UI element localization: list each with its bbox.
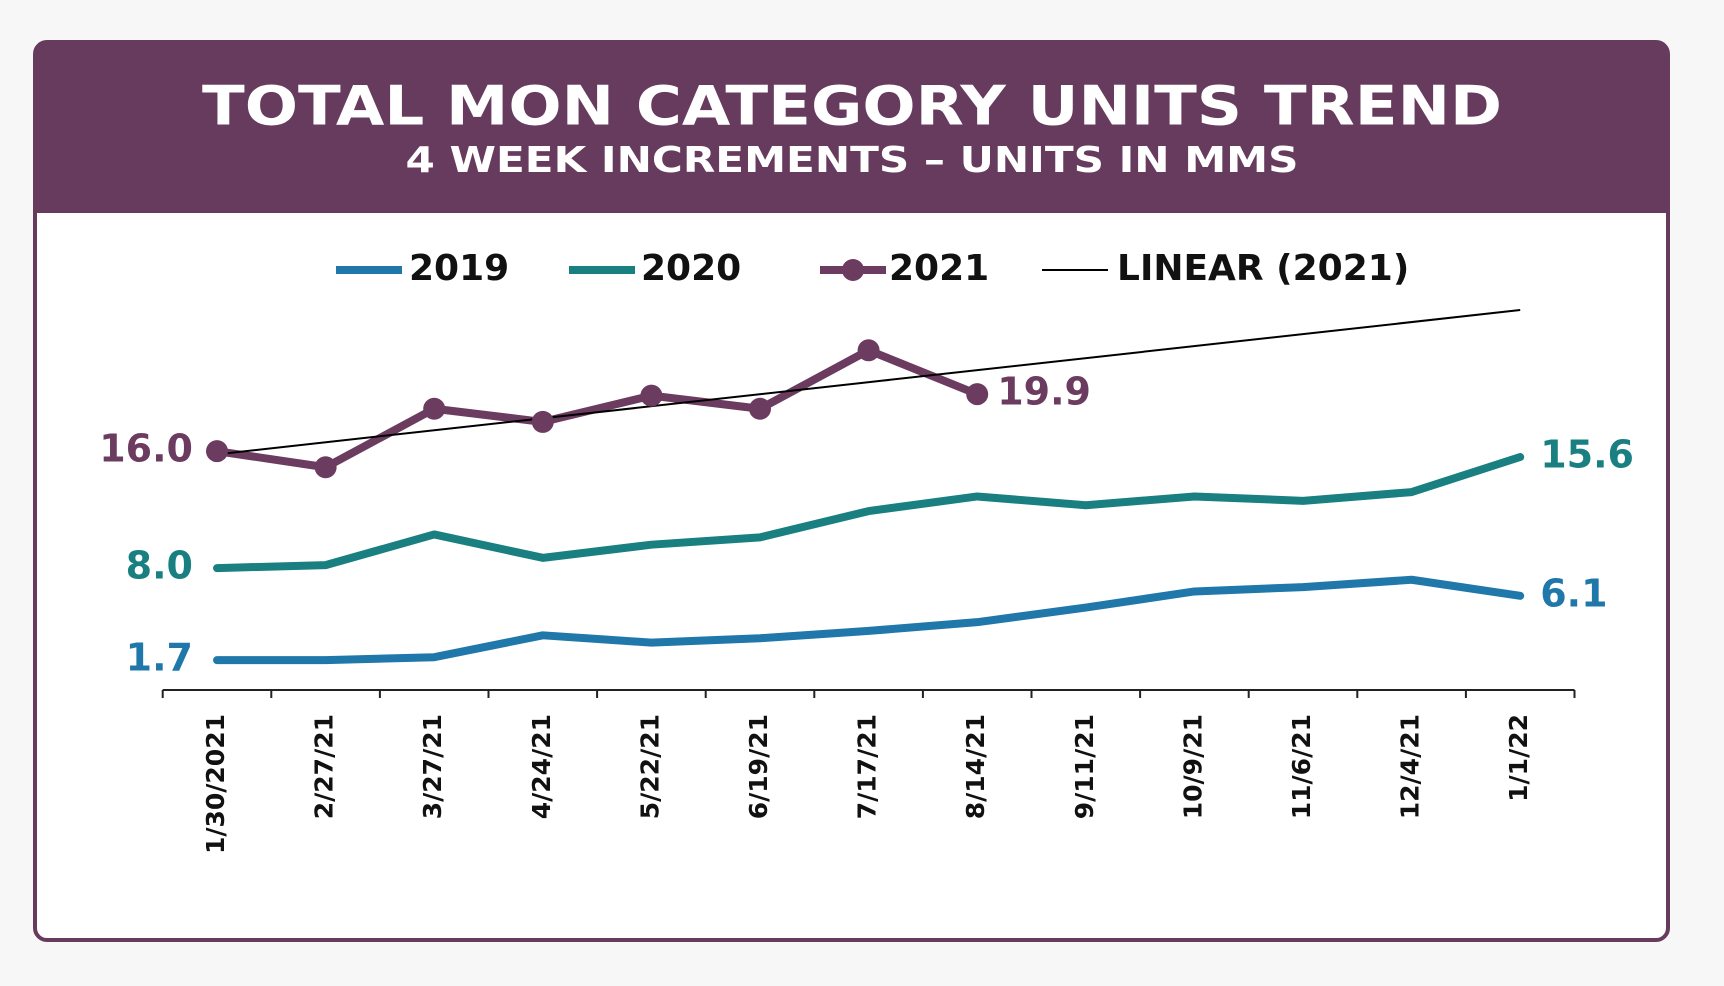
trendline bbox=[216, 309, 1521, 456]
point-marker bbox=[857, 339, 880, 362]
legend-label: LINEAR (2021) bbox=[1117, 248, 1409, 289]
x-tick-label: 1/30/2021 bbox=[201, 714, 230, 854]
data-label: 8.0 bbox=[126, 544, 193, 588]
x-tick-label: 6/19/21 bbox=[744, 714, 773, 819]
legend-label: 2020 bbox=[641, 248, 741, 289]
series-line bbox=[213, 346, 982, 472]
chart-title: TOTAL MON CATEGORY UNITS TREND bbox=[202, 75, 1502, 138]
data-label: 1.7 bbox=[126, 636, 193, 680]
point-marker bbox=[314, 456, 337, 479]
x-tick-label: 5/22/21 bbox=[635, 714, 664, 819]
point-marker bbox=[749, 397, 771, 420]
x-tick-label: 10/9/21 bbox=[1178, 714, 1207, 819]
series-line bbox=[213, 453, 1525, 573]
chart-subtitle: 4 WEEK INCREMENTS – UNITS IN MMS bbox=[406, 140, 1299, 181]
point-marker bbox=[531, 410, 554, 433]
x-tick-label: 3/27/21 bbox=[418, 714, 447, 819]
x-tick-label: 9/11/21 bbox=[1070, 714, 1099, 819]
data-label: 6.1 bbox=[1540, 571, 1607, 615]
point-marker bbox=[966, 383, 989, 406]
point-marker bbox=[423, 397, 446, 420]
x-tick-label: 7/17/21 bbox=[853, 714, 882, 819]
legend-marker bbox=[842, 259, 864, 281]
x-tick-label: 2/27/21 bbox=[310, 714, 339, 819]
point-marker bbox=[206, 440, 228, 463]
data-label: 15.6 bbox=[1540, 433, 1634, 477]
legend-label: 2021 bbox=[889, 248, 989, 289]
x-tick-label: 8/14/21 bbox=[961, 714, 990, 819]
header-band bbox=[35, 42, 1668, 213]
data-label: 16.0 bbox=[99, 427, 193, 471]
series-line bbox=[213, 575, 1525, 665]
x-tick-label: 11/6/21 bbox=[1287, 714, 1316, 819]
data-label: 19.9 bbox=[997, 370, 1091, 414]
x-tick-label: 1/1/22 bbox=[1504, 714, 1533, 802]
x-tick-label: 4/24/21 bbox=[527, 714, 556, 819]
legend-label: 2019 bbox=[409, 248, 509, 289]
x-tick-label: 12/4/21 bbox=[1396, 714, 1425, 819]
point-marker bbox=[640, 384, 663, 407]
